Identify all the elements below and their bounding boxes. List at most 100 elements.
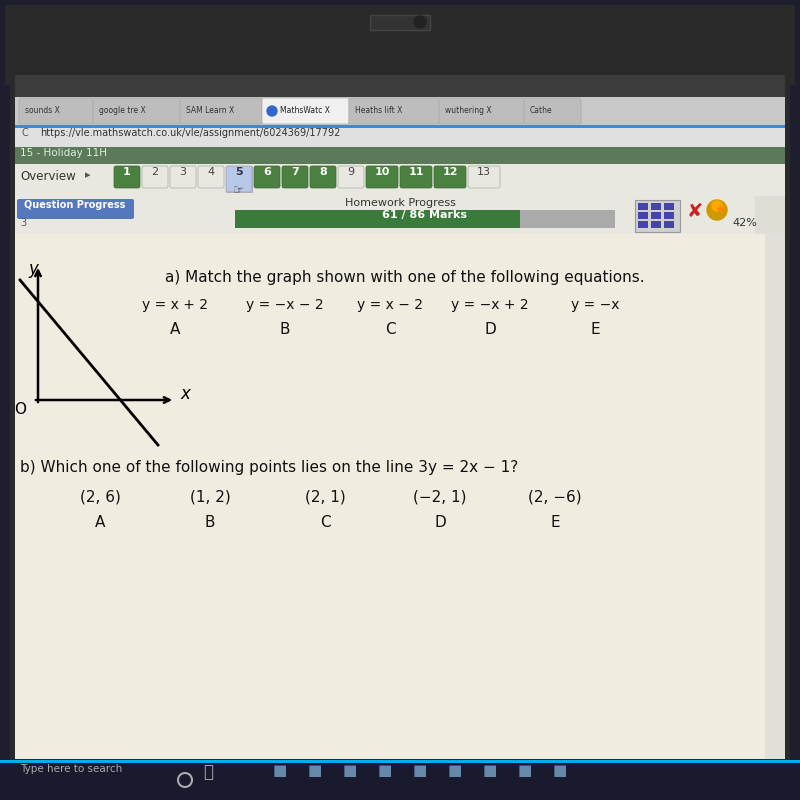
- Text: ■: ■: [483, 763, 497, 778]
- Bar: [226, 166, 252, 192]
- Bar: [15, 234, 765, 759]
- Text: (1, 2): (1, 2): [190, 490, 230, 505]
- Text: 2: 2: [151, 167, 158, 177]
- Bar: [235, 210, 520, 228]
- Text: 4: 4: [207, 167, 214, 177]
- Text: ■: ■: [378, 763, 392, 778]
- FancyBboxPatch shape: [310, 166, 336, 188]
- Text: ■: ■: [448, 763, 462, 778]
- FancyBboxPatch shape: [93, 98, 180, 124]
- Text: b) Which one of the following points lies on the line 3y = 2x − 1?: b) Which one of the following points lie…: [20, 460, 518, 475]
- FancyBboxPatch shape: [366, 166, 398, 188]
- Bar: [664, 221, 674, 228]
- Text: 15 - Holiday 11H: 15 - Holiday 11H: [20, 148, 107, 158]
- Text: sounds X: sounds X: [25, 106, 60, 115]
- Text: C: C: [385, 322, 395, 337]
- Text: MathsWatc X: MathsWatc X: [280, 106, 330, 115]
- FancyBboxPatch shape: [17, 199, 134, 219]
- Text: A: A: [170, 322, 180, 337]
- Text: D: D: [484, 322, 496, 337]
- FancyBboxPatch shape: [142, 166, 168, 188]
- Text: 11: 11: [408, 167, 424, 177]
- Bar: [635, 200, 680, 232]
- Text: 9: 9: [347, 167, 354, 177]
- Text: E: E: [550, 515, 560, 530]
- Text: 42%: 42%: [733, 218, 758, 228]
- Bar: [0, 760, 800, 763]
- Text: y = x + 2: y = x + 2: [142, 298, 208, 312]
- Circle shape: [267, 106, 277, 116]
- Bar: [664, 212, 674, 219]
- Text: D: D: [434, 515, 446, 530]
- Bar: [15, 125, 785, 147]
- FancyBboxPatch shape: [468, 166, 500, 188]
- Text: ■: ■: [308, 763, 322, 778]
- Bar: [235, 210, 615, 228]
- Text: 10: 10: [374, 167, 390, 177]
- Text: SAM Learn X: SAM Learn X: [186, 106, 234, 115]
- Bar: [638, 221, 648, 228]
- Bar: [638, 203, 648, 210]
- FancyBboxPatch shape: [19, 98, 93, 124]
- Text: ■: ■: [343, 763, 357, 778]
- Text: B: B: [205, 515, 215, 530]
- Text: C: C: [22, 128, 29, 138]
- Text: Question Progress: Question Progress: [24, 200, 126, 210]
- Bar: [5, 5, 795, 85]
- FancyBboxPatch shape: [198, 166, 224, 188]
- FancyBboxPatch shape: [170, 166, 196, 188]
- Bar: [15, 164, 785, 196]
- Bar: [15, 97, 785, 125]
- Text: Type here to search: Type here to search: [20, 764, 122, 774]
- Text: google tre X: google tre X: [99, 106, 146, 115]
- Text: E: E: [590, 322, 600, 337]
- Bar: [0, 760, 800, 800]
- Text: 61 / 86 Marks: 61 / 86 Marks: [382, 210, 467, 220]
- Text: C: C: [320, 515, 330, 530]
- Text: ■: ■: [413, 763, 427, 778]
- Text: (−2, 1): (−2, 1): [414, 490, 466, 505]
- Text: 7: 7: [291, 167, 299, 177]
- Bar: [765, 234, 785, 759]
- Text: ▸: ▸: [85, 170, 90, 180]
- FancyBboxPatch shape: [226, 166, 252, 192]
- Text: (2, −6): (2, −6): [528, 490, 582, 505]
- Bar: [10, 72, 790, 787]
- Text: 13: 13: [477, 167, 491, 177]
- Bar: [700, 197, 735, 232]
- Text: ■: ■: [273, 763, 287, 778]
- Text: ■: ■: [553, 763, 567, 778]
- Text: 1: 1: [123, 167, 131, 177]
- Bar: [755, 196, 785, 234]
- FancyBboxPatch shape: [114, 166, 140, 188]
- Text: y = x − 2: y = x − 2: [357, 298, 423, 312]
- FancyBboxPatch shape: [524, 98, 581, 124]
- FancyBboxPatch shape: [254, 166, 280, 188]
- Text: (2, 1): (2, 1): [305, 490, 346, 505]
- FancyBboxPatch shape: [338, 166, 364, 188]
- Text: Homework Progress: Homework Progress: [345, 198, 455, 208]
- Text: Heaths lift X: Heaths lift X: [355, 106, 402, 115]
- Text: y = −x: y = −x: [570, 298, 619, 312]
- Text: Cathe: Cathe: [530, 106, 553, 115]
- Bar: [20, 127, 35, 145]
- Circle shape: [414, 16, 426, 28]
- Text: ⧉: ⧉: [203, 763, 213, 781]
- Text: O: O: [14, 402, 26, 417]
- Text: Overview: Overview: [20, 170, 76, 183]
- Bar: [651, 221, 661, 228]
- Bar: [651, 212, 661, 219]
- Bar: [15, 147, 785, 164]
- Text: wuthering X: wuthering X: [445, 106, 492, 115]
- Text: ☞: ☞: [234, 184, 245, 197]
- Text: y: y: [28, 260, 38, 278]
- FancyBboxPatch shape: [439, 98, 524, 124]
- Bar: [370, 15, 430, 30]
- Bar: [15, 125, 785, 128]
- Text: 12: 12: [442, 167, 458, 177]
- Text: A: A: [95, 515, 105, 530]
- Text: y = −x − 2: y = −x − 2: [246, 298, 324, 312]
- FancyBboxPatch shape: [349, 98, 439, 124]
- Text: y = −x + 2: y = −x + 2: [451, 298, 529, 312]
- FancyBboxPatch shape: [434, 166, 466, 188]
